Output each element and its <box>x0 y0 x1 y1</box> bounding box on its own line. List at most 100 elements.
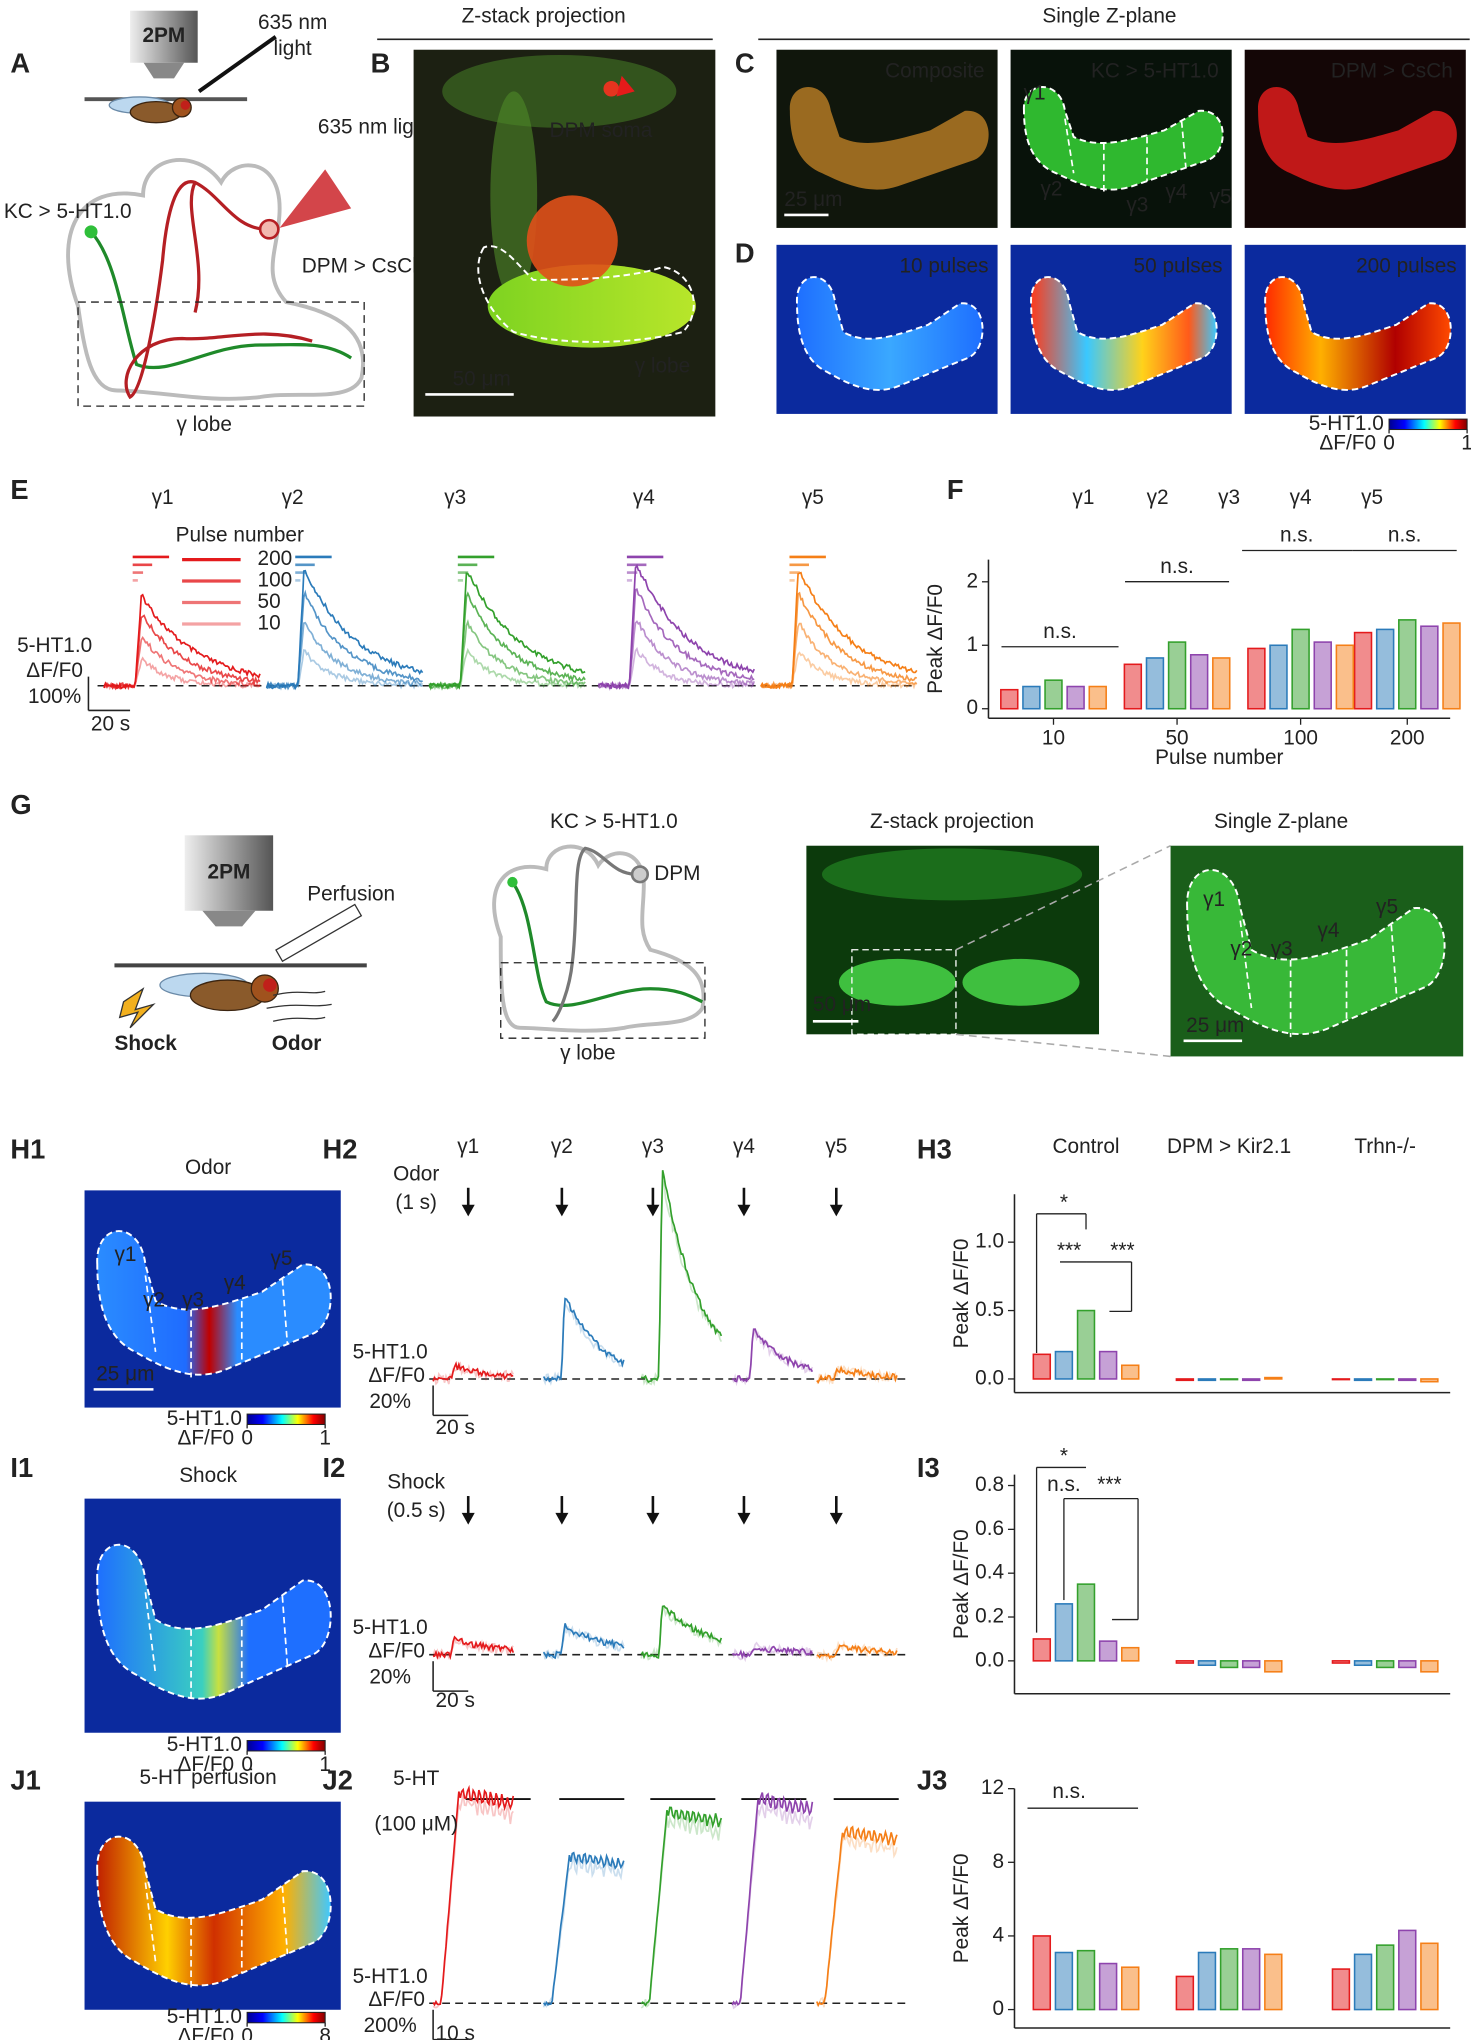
colorbar-tick-label: 0 <box>241 2025 253 2040</box>
label: 20% <box>369 1666 411 1689</box>
lobe-outline <box>477 245 695 343</box>
label: 20 s <box>436 1416 475 1439</box>
image-title: Composite <box>885 59 984 82</box>
bar <box>1022 685 1041 710</box>
region-divider <box>144 1592 157 1675</box>
lobe-box <box>500 962 706 1039</box>
label: 100% <box>28 685 81 708</box>
trace <box>103 614 261 691</box>
bar <box>1044 679 1063 710</box>
bar <box>1167 641 1187 710</box>
bar <box>1219 1378 1239 1381</box>
region-label: γ5 <box>1376 896 1398 919</box>
perfusion-tube <box>275 903 363 963</box>
x-axis-label: Pulse number <box>1155 746 1283 769</box>
header: Single Z-plane <box>1042 5 1176 28</box>
light-label: 635 nm <box>258 11 327 34</box>
arrow-head <box>555 1204 569 1217</box>
colorbar-label: 5-HT1.0 <box>167 1733 242 1756</box>
bar <box>1353 1660 1373 1667</box>
y-tick-label: 0 <box>992 1997 1004 2020</box>
y-tick-label: 2 <box>966 569 978 592</box>
bar <box>1121 1364 1140 1380</box>
label: DPM soma <box>549 119 652 142</box>
colorbar-tick-label: 8 <box>319 2025 331 2040</box>
bar <box>1398 1378 1417 1382</box>
group-label: Trhn-/- <box>1354 1135 1416 1158</box>
arrow-head <box>737 1512 751 1525</box>
lobe <box>1257 86 1457 190</box>
trace <box>428 647 586 691</box>
label: 5-HT1.0 <box>353 1616 428 1639</box>
trace <box>265 649 423 691</box>
trace <box>432 1360 514 1382</box>
colorbar <box>247 1414 326 1425</box>
trace <box>640 1806 723 2007</box>
lobe <box>96 1230 332 1376</box>
region-label: γ1 <box>457 1135 479 1158</box>
panel-letter: F <box>947 474 964 505</box>
trace <box>542 1297 625 1383</box>
trace <box>731 1328 814 1387</box>
y-axis-label: Peak ΔF/F0 <box>950 1239 973 1349</box>
panel-letter: H3 <box>917 1134 952 1165</box>
bar <box>1269 644 1288 710</box>
bar <box>1054 1350 1074 1380</box>
arrow-head <box>829 1512 843 1525</box>
label: 20 s <box>91 712 130 735</box>
bar <box>1420 1660 1439 1673</box>
y-tick-label: 8 <box>992 1850 1004 1873</box>
region-label: γ4 <box>733 1135 755 1158</box>
y-tick-label: 1.0 <box>975 1230 1004 1253</box>
image-title: DPM > CsCh <box>1331 59 1453 82</box>
image-title: 5-HT perfusion <box>140 1766 277 1789</box>
fly-eye <box>263 978 277 992</box>
region-divider <box>281 1279 289 1345</box>
trace <box>542 1301 625 1386</box>
brain-outline <box>66 158 365 401</box>
label: DPM <box>654 862 700 885</box>
trace <box>429 619 586 691</box>
colorbar-tick-label: 1 <box>1461 431 1471 454</box>
bar <box>1331 1660 1351 1664</box>
colorbar <box>247 2012 326 2023</box>
trace <box>732 1328 814 1383</box>
bar <box>1197 1660 1217 1667</box>
colorbar-unit: ΔF/F0 <box>1319 431 1376 454</box>
y-tick-label: 12 <box>981 1776 1004 1799</box>
bar <box>1331 1968 1351 2011</box>
y-tick-label: 0 <box>966 696 978 719</box>
region-label: γ5 <box>271 1247 293 1270</box>
bar <box>1219 1948 1239 2011</box>
label: DPM > CsCh <box>302 254 424 277</box>
zoom-box <box>851 949 957 1035</box>
annotation: n.s. <box>1052 1780 1086 1803</box>
bar <box>1123 663 1143 710</box>
stimulus-label: Odor <box>393 1162 439 1185</box>
bar <box>1264 1660 1283 1673</box>
x-tick-label: 10 <box>1042 727 1065 750</box>
arrow-head <box>461 1512 475 1525</box>
region-divider <box>1064 118 1075 174</box>
legend-label: 50 <box>258 590 281 613</box>
region-label: γ2 <box>1040 178 1062 201</box>
region-label: γ1 <box>1203 888 1225 911</box>
trace <box>597 646 755 690</box>
dpm-neuron <box>124 180 313 400</box>
shock-icon <box>118 987 156 1029</box>
region-label: γ5 <box>1210 186 1232 209</box>
trace <box>597 620 756 691</box>
colorbar-unit: ΔF/F0 <box>177 1426 234 1449</box>
region-divider <box>281 1596 289 1667</box>
arrow-head <box>737 1204 751 1217</box>
label: 5-HT1.0 <box>17 634 92 657</box>
trace <box>542 1851 625 2007</box>
label: 5-HT1.0 <box>353 1340 428 1363</box>
bar <box>1197 1378 1217 1382</box>
group-label: DPM > Kir2.1 <box>1167 1135 1291 1158</box>
trace <box>640 1605 723 1661</box>
colorbar <box>1389 419 1468 430</box>
region-label: γ2 <box>1230 937 1252 960</box>
bar <box>1000 688 1019 710</box>
